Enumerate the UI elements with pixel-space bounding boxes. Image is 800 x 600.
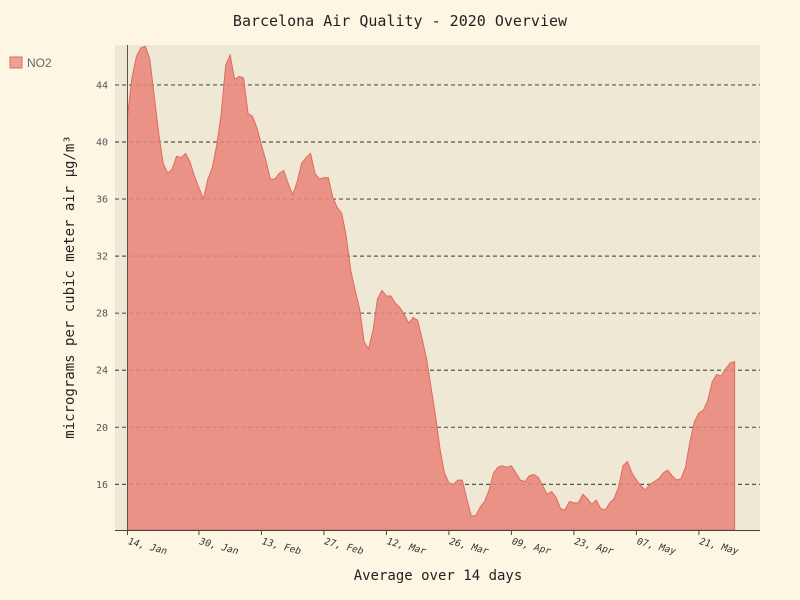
- y-tick-label: 44: [96, 80, 108, 91]
- chart-title: Barcelona Air Quality - 2020 Overview: [233, 12, 568, 30]
- x-tick-label: 14, Jan: [127, 536, 169, 557]
- legend-swatch: [9, 56, 23, 69]
- no2-area: [127, 45, 736, 531]
- y-tick-label: 32: [96, 252, 108, 263]
- y-axis-label: micrograms per cubic meter air μg/m³: [62, 135, 78, 438]
- x-tick-label: 09, Apr: [511, 536, 553, 557]
- x-ticks: 14, Jan 30, Jan 13, Feb 27, Feb 12, Mar 26, M…: [127, 530, 740, 557]
- x-tick-label: 12, Mar: [386, 536, 428, 557]
- y-ticks: 16 20 24 28 32 36 40 44: [96, 80, 108, 490]
- y-tick-label: 36: [96, 195, 108, 206]
- y-tick-label: 40: [96, 138, 108, 149]
- x-tick-label: 27, Feb: [323, 536, 365, 557]
- legend-label: NO2: [27, 56, 52, 70]
- y-tick-label: 16: [96, 480, 108, 491]
- area-series: [127, 45, 736, 531]
- y-tick-label: 24: [96, 366, 108, 377]
- x-tick-label: 23, Apr: [573, 536, 615, 557]
- x-axis-label: Average over 14 days: [354, 568, 523, 584]
- x-tick-label: 21, May: [698, 536, 740, 557]
- x-tick-label: 07, May: [636, 536, 678, 557]
- x-tick-label: 30, Jan: [197, 536, 240, 557]
- legend: NO2: [9, 56, 52, 70]
- y-tick-label: 20: [96, 423, 108, 434]
- x-tick-label: 13, Feb: [261, 536, 303, 557]
- y-tick-label: 28: [96, 309, 108, 320]
- x-tick-label: 26, Mar: [448, 536, 490, 557]
